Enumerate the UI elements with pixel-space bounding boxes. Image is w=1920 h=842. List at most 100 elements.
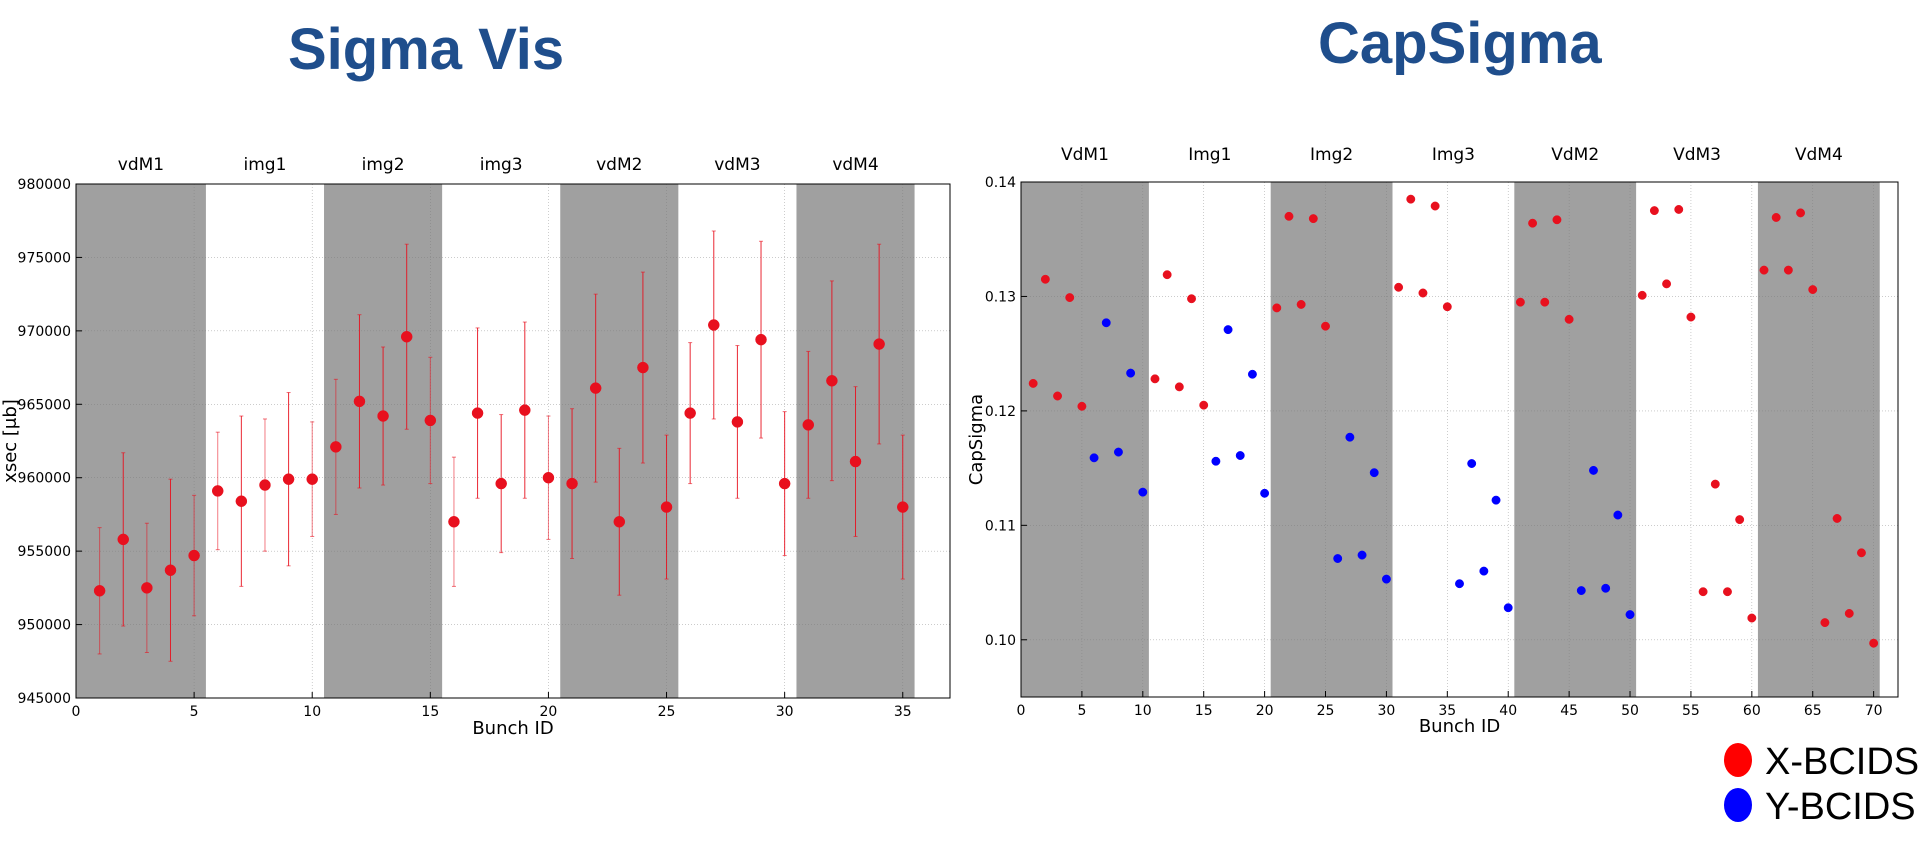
right-x-tick-label-6: 30	[1378, 703, 1396, 719]
right-scan-label-3: Img3	[1432, 145, 1475, 165]
right-series-0-point-20	[1515, 297, 1525, 307]
right-y-tick-label-1: 0.11	[985, 518, 1016, 534]
legend-marker-1	[1724, 788, 1752, 822]
right-series-1-point-6	[1223, 325, 1233, 335]
left-scan-band-4	[560, 184, 679, 698]
left-series-0-point-27	[731, 416, 744, 428]
right-x-tick-label-2: 10	[1134, 703, 1152, 719]
right-x-tick-label-3: 15	[1195, 703, 1213, 719]
right-x-tick-label-14: 70	[1865, 703, 1883, 719]
left-series-0-point-7	[259, 479, 271, 491]
right-series-0-point-21	[1528, 218, 1538, 228]
left-series-0-point-25	[684, 407, 696, 419]
left-y-axis-label: xsec [μb]	[0, 399, 21, 483]
right-series-0-point-13	[1308, 214, 1318, 224]
left-series-0-point-22	[613, 516, 626, 528]
right-series-0-point-42	[1844, 609, 1854, 618]
left-scan-label-6: vdM4	[832, 155, 878, 175]
right-x-tick-label-8: 40	[1499, 703, 1517, 719]
right-series-0-point-8	[1187, 294, 1196, 304]
right-x-tick-label-0: 0	[1017, 703, 1026, 719]
legend-marker-0	[1724, 743, 1752, 777]
left-series-0-point-28	[755, 333, 767, 346]
right-series-0-point-17	[1418, 288, 1428, 298]
left-x-tick-label-4: 20	[540, 704, 558, 720]
left-x-tick-label-6: 30	[776, 704, 794, 720]
left-y-tick-label-0: 945000	[18, 691, 71, 707]
right-x-tick-label-7: 35	[1438, 703, 1456, 719]
right-series-0-point-33	[1735, 515, 1745, 525]
left-scan-label-2: img2	[362, 155, 405, 175]
left-scan-label-4: vdM2	[596, 155, 642, 175]
left-x-tick-label-7: 35	[894, 704, 912, 720]
right-scan-label-6: VdM4	[1795, 145, 1843, 165]
legend-label-1: Y-BCIDS	[1765, 786, 1916, 828]
right-series-1-point-8	[1247, 369, 1257, 379]
right-y-tick-label-4: 0.14	[985, 175, 1016, 191]
right-series-1-point-9	[1260, 488, 1270, 498]
right-scan-label-4: VdM2	[1551, 145, 1599, 165]
right-x-tick-label-1: 5	[1077, 703, 1086, 719]
left-series-0-point-3	[164, 564, 177, 576]
right-series-0-point-34	[1747, 613, 1757, 623]
right-series-1-point-11	[1345, 432, 1355, 442]
left-series-0-point-17	[495, 477, 507, 490]
left-series-0-point-20	[566, 477, 578, 490]
right-series-0-point-29	[1686, 312, 1696, 322]
left-series-0-point-9	[306, 473, 318, 485]
right-x-tick-label-13: 65	[1804, 703, 1822, 719]
left-chart-title: Sigma Vis	[288, 17, 565, 82]
right-series-0-point-44	[1869, 638, 1879, 648]
right-series-1-point-21	[1589, 465, 1598, 475]
right-y-tick-label-3: 0.13	[985, 289, 1016, 305]
right-series-1-point-18	[1491, 495, 1501, 505]
right-series-0-point-11	[1284, 211, 1294, 221]
right-axes-frame	[1020, 181, 1899, 698]
right-scan-label-0: VdM1	[1061, 145, 1109, 165]
right-y-tick-label-0: 0.10	[985, 633, 1016, 649]
left-y-tick-label-2: 955000	[18, 544, 71, 560]
right-series-0-point-14	[1321, 321, 1330, 331]
left-series-0-point-21	[589, 382, 602, 394]
right-series-1-point-3	[1126, 368, 1136, 378]
left-series-0-point-14	[424, 414, 437, 427]
right-series-1-point-2	[1113, 447, 1123, 457]
right-series-0-point-23	[1552, 215, 1562, 225]
left-scan-band-0	[76, 184, 206, 698]
right-series-0-point-2	[1053, 391, 1062, 401]
left-series-0-point-18	[519, 404, 531, 416]
right-series-0-point-18	[1430, 201, 1440, 211]
right-series-0-point-25	[1637, 290, 1647, 300]
right-scan-band-4	[1514, 182, 1637, 697]
right-series-1-point-4	[1138, 487, 1148, 497]
left-scan-label-0: vdM1	[118, 155, 164, 175]
right-series-0-point-1	[1040, 274, 1050, 284]
right-series-1-point-20	[1576, 586, 1586, 596]
right-series-0-point-4	[1077, 401, 1087, 411]
left-x-tick-label-3: 15	[421, 704, 439, 720]
right-series-1-point-14	[1381, 574, 1391, 584]
right-series-1-point-0	[1089, 453, 1099, 463]
right-series-0-point-15	[1394, 282, 1404, 292]
left-series-0-point-31	[826, 375, 838, 387]
right-series-0-point-32	[1723, 587, 1732, 597]
left-y-tick-label-1: 950000	[18, 618, 71, 634]
right-series-0-point-19	[1442, 302, 1452, 312]
right-series-0-point-28	[1674, 205, 1684, 214]
right-series-0-point-35	[1759, 265, 1769, 275]
right-series-0-point-0	[1028, 378, 1038, 388]
left-series-0-point-24	[660, 501, 673, 513]
right-series-0-point-26	[1649, 206, 1659, 216]
right-series-0-point-36	[1771, 213, 1781, 222]
left-series-0-point-0	[93, 585, 106, 597]
right-series-0-point-7	[1174, 382, 1184, 392]
right-x-tick-label-4: 20	[1256, 703, 1274, 719]
right-series-1-point-12	[1357, 550, 1367, 560]
left-scan-label-5: vdM3	[714, 155, 760, 175]
right-series-0-point-5	[1150, 374, 1160, 384]
left-y-tick-label-4: 965000	[18, 397, 71, 413]
legend-label-0: X-BCIDS	[1765, 741, 1919, 783]
right-series-0-point-27	[1662, 279, 1672, 289]
left-series-0-point-26	[708, 319, 720, 331]
right-scan-band-0	[1021, 182, 1149, 697]
